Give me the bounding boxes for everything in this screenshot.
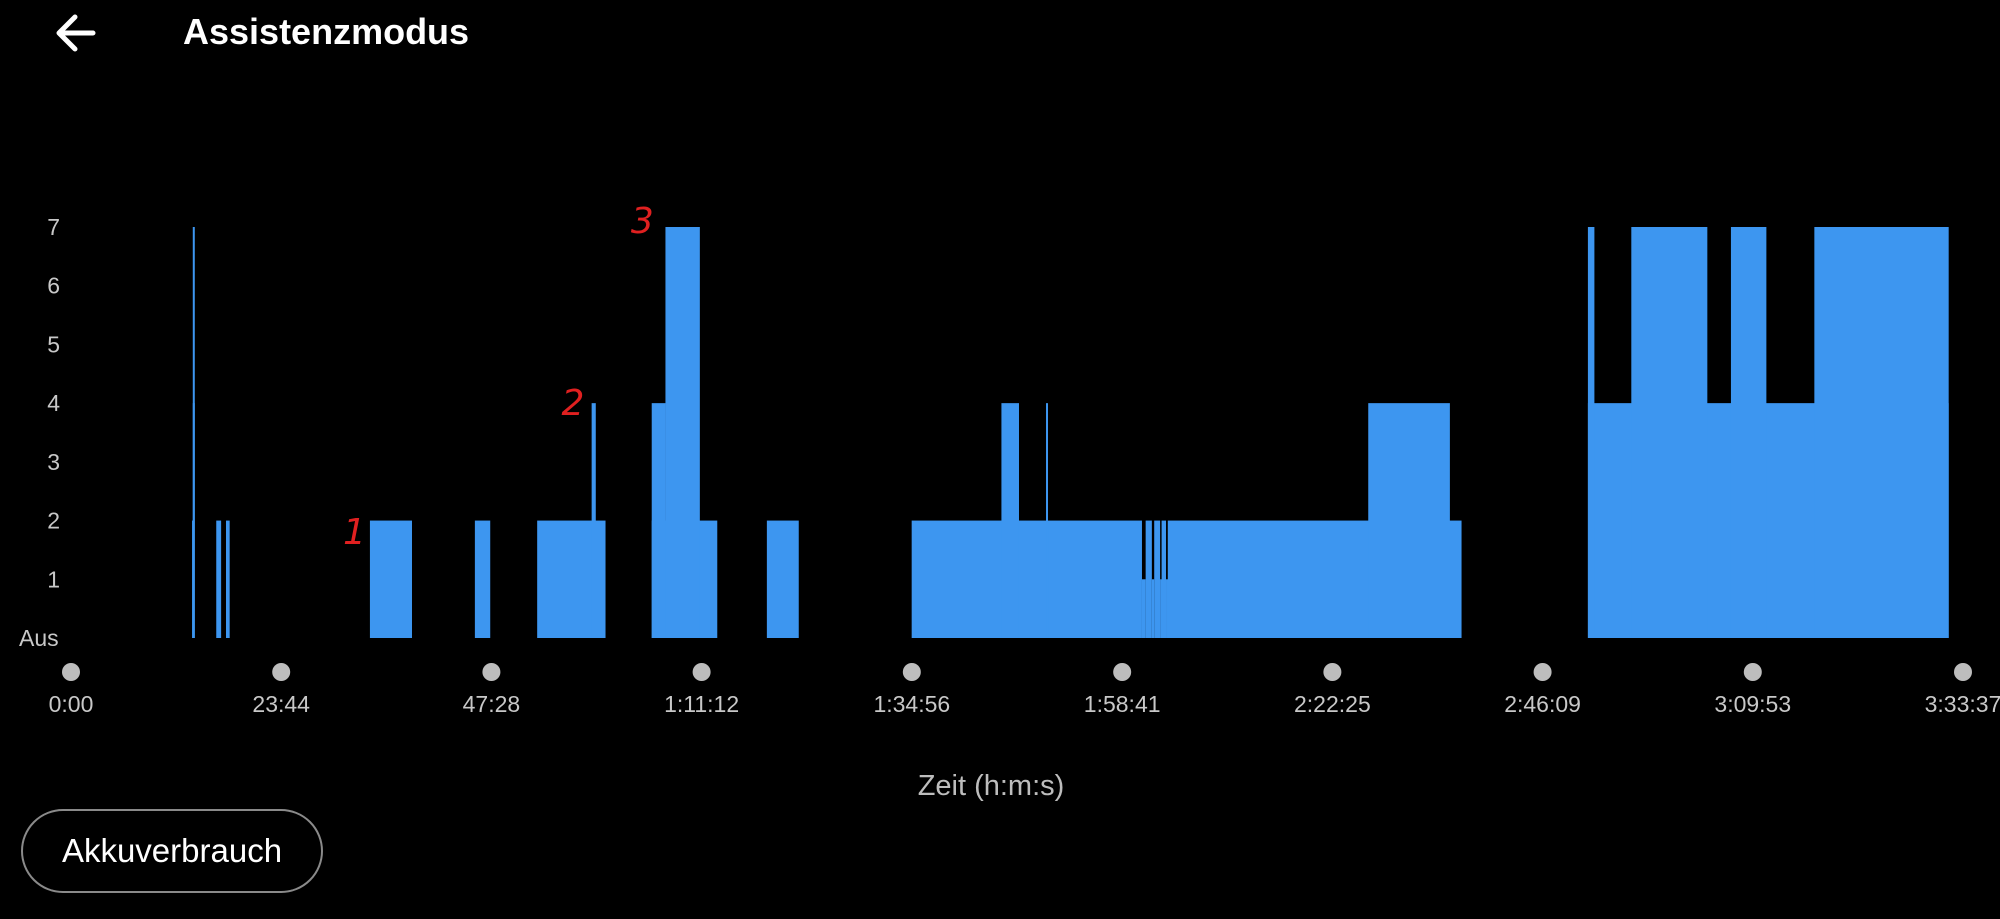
bar-segment (1160, 579, 1163, 638)
x-tick-dot (272, 663, 291, 681)
y-tick-label: 5 (47, 331, 60, 357)
bar-segment (1154, 520, 1161, 638)
bar-segment (216, 520, 222, 638)
arrow-left-icon (56, 14, 96, 52)
x-tick-label: 47:28 (463, 691, 521, 717)
y-tick-label: 6 (47, 273, 60, 299)
x-tick-label: 1:34:56 (873, 691, 950, 717)
bar-segment (911, 520, 1142, 638)
x-tick-label: 1:11:12 (664, 691, 739, 717)
x-tick-label: 0:00 (49, 691, 94, 717)
x-tick-dot (482, 663, 501, 681)
x-tick-dot (902, 663, 921, 681)
page-title: Assistenzmodus (183, 11, 470, 52)
bar-segment (1141, 579, 1146, 638)
bar-segment (1368, 403, 1450, 638)
x-tick-label: 1:58:41 (1084, 691, 1161, 717)
header: Assistenzmodus (0, 0, 2000, 70)
annotation-label: 2 (561, 383, 584, 424)
x-tick-label: 3:33:37 (1925, 691, 2000, 717)
annotation-label: 1 (343, 512, 366, 553)
bar-segment (1730, 227, 1767, 638)
bar-segment (665, 227, 700, 638)
bar-segment (1631, 227, 1708, 638)
x-tick-dot (1954, 663, 1972, 681)
x-tick-label: 2:22:25 (1294, 691, 1371, 717)
x-tick-label: 2:46:09 (1504, 691, 1581, 717)
x-tick-dot (692, 663, 711, 681)
y-tick-label: Aus (19, 625, 59, 651)
back-button[interactable] (44, 8, 106, 58)
y-tick-label: 4 (47, 390, 60, 416)
bar-segment (1145, 520, 1152, 638)
x-tick-label: 23:44 (252, 691, 310, 717)
x-tick-label: 3:09:53 (1714, 691, 1791, 717)
bar-segment (1166, 579, 1169, 638)
x-tick-dot (1743, 663, 1762, 681)
bar-segment (474, 520, 491, 638)
bar-segment (766, 520, 799, 638)
y-tick-label: 2 (47, 508, 60, 534)
y-tick-label: 7 (47, 214, 60, 240)
x-tick-dot (1323, 663, 1342, 681)
x-tick-dot (1533, 663, 1552, 681)
bar-segment (369, 520, 412, 638)
chart-annotations: 1 2 3 (343, 201, 654, 553)
chart-bars (192, 227, 1949, 638)
y-axis-ticks: Aus 1 2 3 4 5 6 7 (19, 214, 60, 651)
battery-usage-button[interactable]: Akkuverbrauch (21, 809, 323, 893)
bar-segment (1001, 403, 1019, 638)
bar-segment (1151, 579, 1155, 638)
y-tick-label: 1 (47, 566, 60, 592)
bar-segment (651, 403, 666, 638)
bar-segment (591, 403, 596, 638)
x-tick-dot (1113, 663, 1132, 681)
bar-segment (1587, 227, 1595, 638)
x-tick-dot (62, 663, 80, 681)
y-tick-label: 3 (47, 449, 60, 475)
bar-segment (1046, 403, 1049, 638)
x-axis: 0:00 23:44 47:28 1:11:12 1:34:56 1:58:41 2:22:… (49, 663, 2000, 717)
annotation-label: 3 (631, 201, 654, 242)
x-axis-label: Zeit (h:m:s) (917, 770, 1065, 802)
bar-segment (225, 520, 230, 638)
bar-segment (192, 227, 195, 638)
bar-segment (1161, 520, 1167, 638)
bar-segment (1814, 227, 1949, 638)
